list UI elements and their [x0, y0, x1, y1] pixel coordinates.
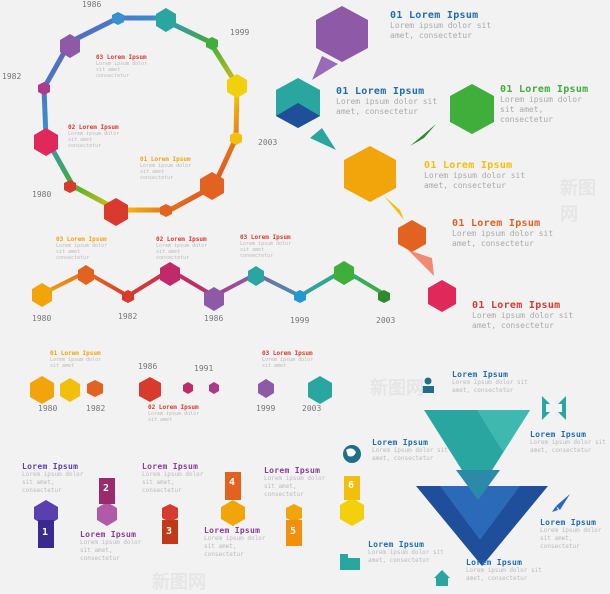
straight-year-1999: 1999 — [256, 404, 276, 413]
bubble-label-orange: 01 Lorem Ipsum Lorem ipsum dolor sit ame… — [452, 218, 554, 248]
bubble-pointer-orange — [408, 250, 434, 276]
bubble-label-green: 01 Lorem Ipsum Lorem ipsum dolor sit ame… — [500, 84, 589, 124]
user-icon — [422, 377, 434, 393]
bubble-label-teal: 01 Lorem Ipsum Lorem ipsum dolor sit ame… — [336, 86, 438, 116]
zigzag-label-1: 03 Lorem Ipsum Lorem ipsum dolor sit ame… — [56, 236, 108, 261]
step-marker-4 — [221, 500, 245, 526]
step-marker-1 — [34, 500, 58, 526]
zigzag-label-3: 03 Lorem Ipsum Lorem ipsum dolor sit ame… — [240, 234, 292, 259]
straight-nodes — [30, 376, 332, 404]
ring-label-01: 01 Lorem Ipsum Lorem ipsum dolor sit ame… — [140, 156, 192, 181]
zigzag-year-1982: 1982 — [118, 312, 138, 321]
zigzag-nodes — [32, 261, 390, 311]
triangle-label-compress: Lorem Ipsum Lorem ipsum dolor sit amet, … — [530, 430, 606, 454]
step-label-2: Lorem Ipsum Lorem ipsum dolor sit amet, … — [80, 530, 142, 562]
triangle-label-rocket: Lorem Ipsum Lorem ipsum dolor sit amet, … — [540, 518, 602, 550]
ring-node-purple — [60, 34, 80, 58]
ring-node-pink — [34, 128, 58, 156]
globe-icon — [343, 445, 361, 463]
ring-year-1986: 1986 — [82, 0, 102, 9]
bubble-hex-teal-dark — [276, 103, 320, 128]
ring-node-red-small — [64, 180, 76, 193]
step-number-4: 4 — [229, 477, 236, 488]
step-number-5: 5 — [290, 526, 297, 537]
ring-nodes — [34, 8, 247, 226]
ring-node-orange — [200, 172, 224, 200]
triangle-label-globe: Lorem Ipsum Lorem ipsum dolor sit amet, … — [372, 438, 448, 462]
step-number-1: 1 — [42, 527, 49, 538]
zigzag-year-1986: 1986 — [204, 314, 224, 323]
bubble-hexagons — [276, 6, 494, 312]
building-icon — [340, 554, 360, 570]
step-label-3: Lorem Ipsum Lorem ipsum dolor sit amet, … — [142, 462, 204, 494]
bubble-label-purple: 01 Lorem Ipsum Lorem ipsum dolor sit ame… — [390, 10, 492, 40]
rocket-icon — [552, 494, 570, 512]
straight-year-2003: 2003 — [302, 404, 322, 413]
ring-node-blue — [112, 12, 124, 25]
zigzag-year-1999: 1999 — [290, 316, 310, 325]
step-label-1: Lorem Ipsum Lorem ipsum dolor sit amet, … — [22, 462, 84, 494]
home-icon — [434, 570, 450, 586]
triangle-label-user: Lorem Ipsum Lorem ipsum dolor sit amet, … — [452, 370, 528, 394]
straight-label-01: 01 Lorem Ipsum Lorem ipsum dolor sit ame… — [50, 350, 102, 369]
ring-year-1999: 1999 — [230, 28, 250, 37]
straight-year-1982: 1982 — [86, 404, 106, 413]
step-marker-6 — [340, 498, 364, 526]
ring-node-violet-small — [38, 82, 50, 95]
step-label-4: Lorem Ipsum Lorem ipsum dolor sit amet, … — [204, 526, 266, 558]
ring-node-yellow — [227, 74, 247, 98]
bubble-label-pink: 01 Lorem Ipsum Lorem ipsum dolor sit ame… — [472, 300, 574, 330]
step-marker-3 — [162, 504, 178, 522]
bubble-hex-pink — [428, 280, 456, 312]
triangle-label-building: Lorem Ipsum Lorem ipsum dolor sit amet, … — [368, 540, 444, 564]
ring-year-1980: 1980 — [32, 190, 52, 199]
straight-label-02: 02 Lorem Ipsum Lorem ipsum dolor sit ame… — [148, 404, 200, 423]
step-markers — [34, 472, 364, 548]
bubble-hex-purple — [316, 6, 368, 62]
ring-node-red — [104, 198, 128, 226]
step-label-5: Lorem Ipsum Lorem ipsum dolor sit amet, … — [264, 466, 326, 498]
zigzag-label-2: 02 Lorem Ipsum Lorem ipsum dolor sit ame… — [156, 236, 208, 261]
watermark: 新图网 — [370, 378, 424, 399]
step-number-3: 3 — [166, 526, 173, 537]
bubble-pointer-green — [410, 124, 436, 146]
triangle-composition — [416, 410, 548, 566]
ring-node-yellow-small — [230, 132, 242, 145]
compress-arrows-icon — [542, 396, 566, 420]
step-marker-2 — [97, 502, 117, 526]
straight-label-03: 03 Lorem Ipsum Lorem ipsum dolor sit ame… — [262, 350, 314, 369]
ring-label-03: 03 Lorem Ipsum Lorem ipsum dolor sit ame… — [96, 54, 148, 79]
zigzag-year-2003: 2003 — [376, 316, 396, 325]
bubble-label-yellow: 01 Lorem Ipsum Lorem ipsum dolor sit ame… — [424, 160, 526, 190]
bubble-pointer-purple — [312, 56, 338, 80]
bubble-pointer-yellow — [384, 196, 404, 220]
zigzag-year-1980: 1980 — [32, 314, 52, 323]
ring-label-02: 02 Lorem Ipsum Lorem ipsum dolor sit ame… — [68, 124, 120, 149]
bubble-pointer-teal — [310, 128, 336, 150]
straight-year-1986: 1986 — [138, 362, 158, 371]
ring-node-teal — [156, 8, 176, 32]
bubble-hex-orange — [398, 220, 426, 252]
watermark: 新图网 — [152, 572, 206, 593]
step-number-6: 6 — [348, 480, 355, 491]
bubble-hex-green — [450, 84, 494, 134]
ring-node-green — [206, 37, 218, 50]
ring-year-1982: 1982 — [2, 72, 22, 81]
straight-year-1980: 1980 — [38, 404, 58, 413]
ring-node-orange-small — [160, 204, 172, 217]
step-number-2: 2 — [103, 483, 110, 494]
step-marker-5 — [286, 504, 302, 522]
straight-year-1991: 1991 — [194, 364, 214, 373]
triangle-label-home: Lorem Ipsum Lorem ipsum dolor sit amet, … — [466, 558, 542, 582]
ring-year-2003: 2003 — [258, 138, 278, 147]
watermark: 新图网 — [560, 178, 596, 225]
bubble-hex-yellow — [344, 146, 396, 202]
